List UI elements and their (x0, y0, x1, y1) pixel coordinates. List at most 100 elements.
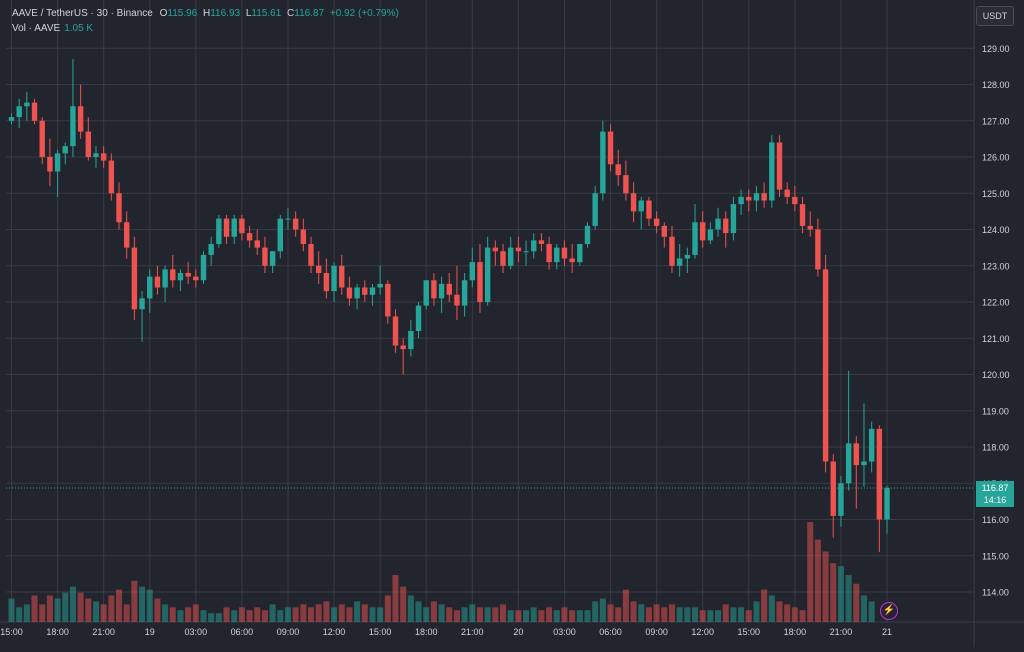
time-tick-label: 03:00 (185, 627, 208, 637)
price-tick-label: 122.00 (982, 298, 1010, 308)
volume-label[interactable]: Vol · AAVE (12, 23, 61, 34)
candle (400, 338, 406, 375)
candle (477, 244, 483, 313)
candle (392, 309, 399, 353)
candle-body (369, 287, 376, 295)
candle-body (630, 193, 637, 212)
candle (868, 421, 875, 473)
volume-bar (208, 613, 215, 622)
volume-bar (284, 607, 291, 622)
candle (47, 138, 53, 186)
candle (331, 262, 337, 302)
candle-body (492, 247, 499, 252)
candle-body (116, 193, 122, 223)
candle-body (277, 218, 283, 252)
candle (546, 236, 552, 270)
candle-body (16, 106, 22, 118)
candle-body (239, 218, 245, 234)
candle (776, 135, 783, 197)
candle-body (746, 196, 752, 201)
volume-bar (185, 607, 192, 622)
candle (623, 160, 629, 201)
time-tick-label: 15:00 (369, 627, 392, 637)
candle-body (339, 265, 345, 288)
candle (39, 117, 45, 165)
volume-bar (215, 613, 222, 622)
currency-button[interactable]: USDT (976, 6, 1014, 26)
candle (515, 236, 522, 263)
candle (131, 236, 138, 321)
candle-body (868, 428, 875, 462)
price-tick-label: 121.00 (982, 334, 1010, 344)
candle (339, 254, 345, 295)
candle-body (93, 153, 99, 157)
candle (861, 403, 867, 487)
candle (638, 196, 644, 230)
candle-body (653, 218, 660, 226)
candle-body (661, 225, 667, 237)
volume-bar (62, 592, 69, 622)
high-label: H (203, 8, 211, 19)
candle (484, 236, 491, 306)
candle (369, 283, 376, 306)
volume-bar (377, 607, 384, 622)
candle (884, 485, 890, 534)
last-price-label: 116.87 14:16 (976, 481, 1014, 507)
volume-bar (446, 607, 453, 622)
candle-body (77, 106, 84, 132)
volume-bar (154, 598, 161, 622)
candle (208, 236, 214, 266)
time-tick-label: 21:00 (92, 627, 115, 637)
candle-body (446, 283, 452, 295)
candle (707, 222, 714, 244)
volume-bar (523, 610, 530, 622)
volume-bar (123, 604, 130, 622)
volume-bar (768, 595, 775, 622)
candle (108, 153, 115, 201)
volume-row: Vol · AAVE 1.05 K (12, 21, 402, 36)
candle (661, 222, 667, 248)
candle-body (723, 218, 729, 234)
volume-bar (269, 604, 276, 622)
change-value: +0.92 (+0.79%) (329, 8, 399, 19)
price-tick-label: 114.00 (982, 588, 1009, 598)
candle (62, 142, 68, 165)
volume-bar (507, 610, 514, 622)
volume-bar (139, 586, 146, 622)
volume-bar (407, 595, 414, 622)
candle-body (47, 157, 53, 172)
volume-bar (860, 595, 867, 622)
volume-bar (461, 607, 468, 622)
volume-bar (538, 610, 545, 622)
candle-body (638, 200, 644, 212)
volume-bar (453, 610, 460, 622)
candle-body (139, 298, 145, 310)
candle (554, 244, 560, 270)
candle (730, 196, 737, 241)
candle (753, 186, 760, 212)
candle (784, 182, 790, 205)
candle (216, 215, 222, 248)
price-tick-label: 116.00 (982, 515, 1009, 525)
volume-bar (238, 607, 245, 622)
candle-body (162, 269, 168, 288)
price-tick-label: 119.00 (982, 406, 1009, 416)
candle (154, 265, 161, 295)
candle-body (292, 218, 299, 230)
open-value: 115.96 (167, 8, 198, 19)
candle (523, 240, 529, 266)
candle-body (830, 461, 836, 516)
candle (746, 189, 752, 212)
lightning-bolt-icon[interactable]: ⚡ (880, 602, 898, 620)
volume-bar (576, 610, 583, 622)
volume-bar (753, 601, 760, 622)
volume-bar (661, 607, 668, 622)
candle-body (838, 483, 844, 516)
candle-body (715, 218, 721, 230)
candle-body (546, 244, 552, 263)
time-tick-label: 12:00 (323, 627, 346, 637)
time-tick-label: 18:00 (784, 627, 807, 637)
symbol-title[interactable]: AAVE / TetherUS · 30 · Binance (12, 8, 153, 19)
